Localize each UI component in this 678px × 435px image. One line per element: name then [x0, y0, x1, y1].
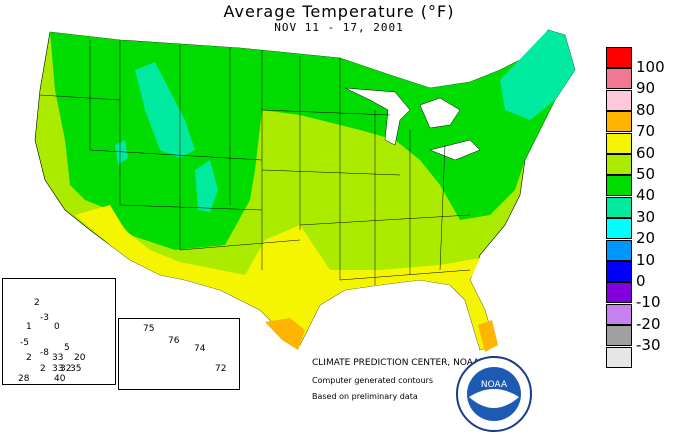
alaska-value: 0 — [54, 322, 60, 332]
legend-swatch — [606, 47, 632, 68]
legend-swatch — [606, 89, 632, 111]
legend-label: 90 — [636, 79, 656, 98]
credit-center: CLIMATE PREDICTION CENTER, NOAA — [312, 358, 480, 368]
legend-swatch — [606, 132, 632, 154]
band-70-texas — [265, 318, 305, 350]
legend-label: 20 — [636, 229, 656, 248]
alaska-value: 40 — [54, 374, 66, 384]
legend-label: 30 — [636, 207, 656, 226]
band-30-idaho — [115, 140, 128, 165]
alaska-value: 1 — [26, 322, 32, 332]
legend-swatch — [606, 282, 632, 304]
alaska-inset — [2, 278, 116, 385]
credit-line3: Based on preliminary data — [312, 392, 418, 401]
legend-swatch — [606, 346, 632, 368]
band-70-florida — [478, 320, 498, 352]
noaa-logo: NOAA — [456, 356, 532, 432]
map-subtitle: NOV 11 - 17, 2001 — [274, 21, 404, 34]
hawaii-value: 75 — [143, 324, 155, 334]
hawaii-inset — [118, 318, 240, 390]
alaska-value: -3 — [40, 313, 49, 323]
legend-swatch — [606, 154, 632, 175]
legend-label: 40 — [636, 186, 656, 205]
hawaii-value: 74 — [194, 344, 206, 354]
alaska-value: 20 — [74, 353, 86, 363]
great-lakes — [344, 87, 481, 161]
legend-label: 60 — [636, 143, 656, 162]
band-40 — [50, 30, 575, 250]
band-60-south — [75, 205, 495, 350]
legend-label: 10 — [636, 250, 656, 269]
legend-label: 100 — [636, 58, 665, 76]
noaa-logo-text: NOAA — [481, 380, 508, 390]
legend-label: -30 — [636, 336, 661, 355]
alaska-value: 2 — [34, 298, 40, 308]
band-30-colorado — [195, 160, 218, 212]
legend-swatch — [606, 218, 632, 240]
band-30-northeast — [500, 30, 575, 120]
legend-swatch — [606, 239, 632, 261]
legend-label: 70 — [636, 122, 656, 141]
alaska-value: -8 — [40, 348, 49, 358]
alaska-value: 33 — [52, 353, 64, 363]
legend-label: -20 — [636, 314, 661, 333]
legend-label: 80 — [636, 100, 656, 119]
alaska-value: -5 — [20, 338, 29, 348]
alaska-value: 2 — [26, 353, 32, 363]
alaska-value: 33 — [52, 364, 64, 374]
hawaii-value: 76 — [168, 336, 180, 346]
alaska-value: 28 — [18, 374, 30, 384]
legend-swatch — [606, 68, 632, 90]
legend-label: -10 — [636, 293, 661, 312]
legend-swatch — [606, 196, 632, 218]
alaska-value: 35 — [70, 364, 82, 374]
legend-label: 50 — [636, 165, 656, 183]
state-borders — [39, 40, 471, 285]
alaska-value: 5 — [64, 343, 70, 353]
legend-swatch — [606, 261, 632, 282]
credit-line2: Computer generated contours — [312, 376, 434, 385]
alaska-value: 32 — [60, 364, 72, 374]
alaska-value: 2 — [40, 364, 46, 374]
legend-swatch — [606, 303, 632, 325]
legend-swatch — [606, 325, 632, 347]
map-title: Average Temperature (°F) — [223, 2, 455, 21]
legend-swatch — [606, 111, 632, 133]
legend-swatch — [606, 175, 632, 197]
hawaii-value: 72 — [215, 364, 227, 374]
legend-label: 0 — [636, 272, 646, 290]
